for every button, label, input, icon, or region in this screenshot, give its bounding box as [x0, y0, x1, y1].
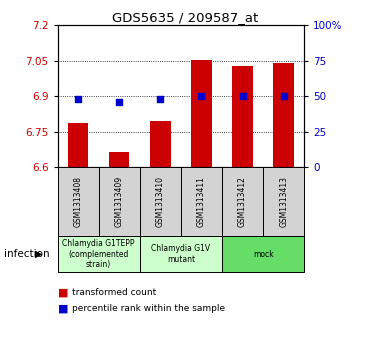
Point [116, 99, 122, 105]
Bar [68, 123, 88, 167]
Bar [109, 152, 129, 167]
Bar [140, 167, 181, 236]
Text: GSM1313408: GSM1313408 [73, 176, 83, 227]
Text: GSM1313410: GSM1313410 [156, 176, 165, 227]
Bar [222, 236, 304, 272]
Text: GSM1313409: GSM1313409 [115, 176, 124, 227]
Bar [58, 167, 99, 236]
Bar [273, 63, 294, 167]
Bar [191, 60, 212, 167]
Text: GSM1313412: GSM1313412 [238, 176, 247, 227]
Text: transformed count: transformed count [72, 288, 157, 297]
Bar [58, 236, 140, 272]
Text: GDS5635 / 209587_at: GDS5635 / 209587_at [112, 11, 259, 24]
Point [198, 93, 204, 99]
Text: Chlamydia G1TEPP
(complemented
strain): Chlamydia G1TEPP (complemented strain) [62, 239, 135, 269]
Point [281, 93, 287, 99]
Bar [99, 167, 140, 236]
Bar [263, 167, 304, 236]
Text: ■: ■ [58, 287, 68, 297]
Bar [232, 65, 253, 167]
Text: ■: ■ [58, 303, 68, 314]
Text: Chlamydia G1V
mutant: Chlamydia G1V mutant [151, 244, 210, 264]
Point [75, 96, 81, 102]
Text: GSM1313413: GSM1313413 [279, 176, 288, 227]
Bar [181, 167, 222, 236]
Text: infection: infection [4, 249, 49, 259]
Point [240, 93, 246, 99]
Point [157, 96, 163, 102]
Bar [222, 167, 263, 236]
Text: percentile rank within the sample: percentile rank within the sample [72, 304, 226, 313]
Bar [140, 236, 222, 272]
Text: GSM1313411: GSM1313411 [197, 176, 206, 227]
Bar [150, 122, 171, 167]
Text: mock: mock [253, 250, 273, 258]
Text: ▶: ▶ [35, 249, 43, 259]
